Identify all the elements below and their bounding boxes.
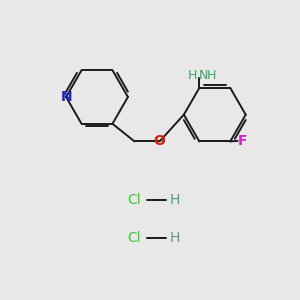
Text: H: H [170,193,180,207]
Text: F: F [237,134,247,148]
Text: Cl: Cl [127,193,141,207]
Text: Cl: Cl [127,231,141,245]
Text: H: H [170,231,180,245]
Text: N: N [199,69,208,82]
Text: H: H [207,69,216,82]
Text: H: H [188,69,197,82]
Text: N: N [60,90,72,104]
Text: O: O [154,134,166,148]
